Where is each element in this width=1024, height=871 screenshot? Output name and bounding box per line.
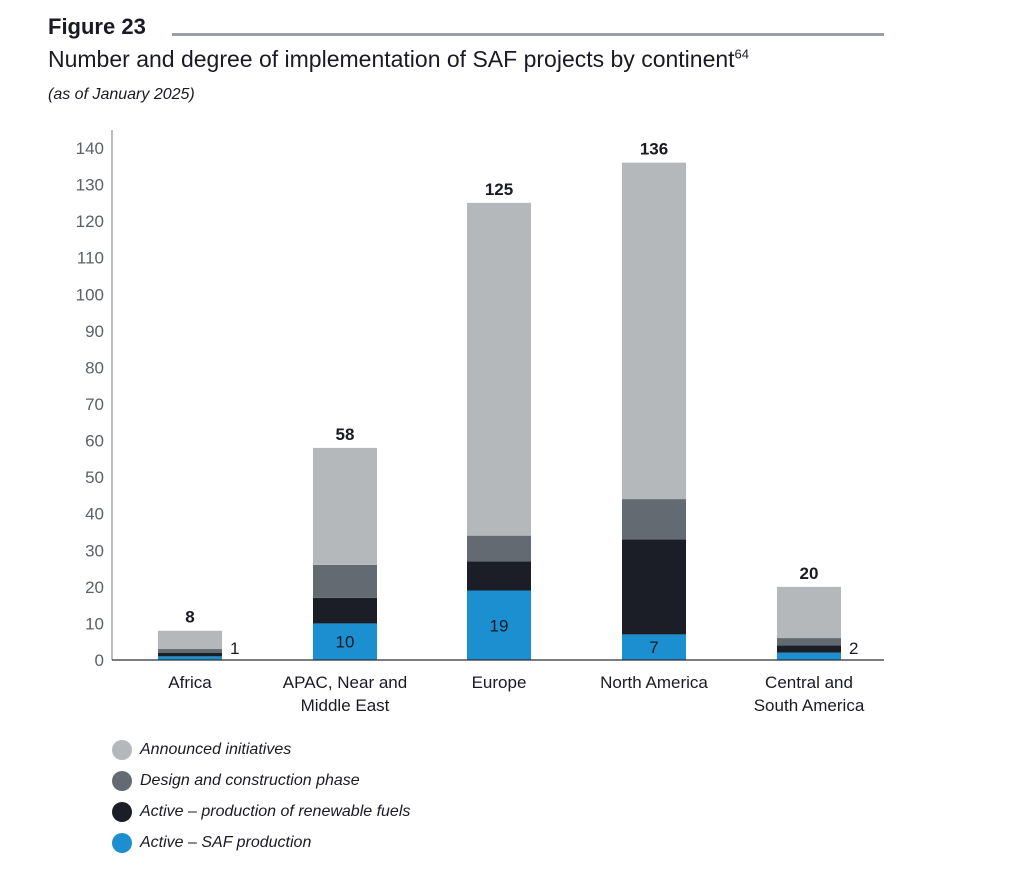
chart-subtitle: (as of January 2025)	[48, 86, 195, 103]
figure-rule	[172, 33, 884, 36]
y-tick-label: 80	[85, 358, 104, 377]
x-category-label: Central and	[765, 673, 853, 692]
x-category-label: Africa	[168, 673, 212, 692]
saf-value-label: 7	[649, 638, 658, 657]
bar-chart: 0 10 20 30 40 50 60 70 80 90 100 110 120 130 140 8 1 Afri…	[76, 130, 884, 715]
y-tick-label: 120	[76, 212, 104, 231]
bar-segment-active-renewable	[467, 561, 531, 591]
saf-value-label: 10	[336, 633, 355, 652]
legend-swatch-active-saf	[112, 832, 132, 853]
bar-segment-active-saf	[158, 656, 222, 660]
bar-total-label: 136	[640, 140, 668, 159]
y-tick-label: 40	[85, 505, 104, 524]
bar-segment-active-renewable	[777, 645, 841, 653]
legend-label-active-renewable: Active – production of renewable fuels	[140, 802, 411, 820]
bar-segment-design	[777, 638, 841, 646]
bar-segment-active-saf	[622, 634, 686, 660]
bar-total-label: 125	[485, 180, 513, 199]
x-category-label: APAC, Near and	[283, 673, 407, 692]
y-tick-label: 0	[95, 651, 104, 670]
y-tick-label: 20	[85, 578, 104, 597]
bar-segment-active-renewable	[622, 539, 686, 635]
legend-label-design: Design and construction phase	[140, 771, 360, 789]
y-tick-label: 70	[85, 395, 104, 414]
legend-label-announced: Announced initiatives	[140, 740, 292, 758]
footnote-ref: 64	[734, 46, 750, 62]
bar-segment-announced	[158, 630, 222, 650]
saf-value-label: 19	[490, 616, 509, 635]
bar-segment-announced	[313, 447, 377, 565]
x-category-label-line2: South America	[754, 696, 865, 715]
legend-label-active-saf: Active – SAF production	[140, 833, 312, 851]
bar-segment-active-saf	[777, 652, 841, 660]
bar-segment-design	[158, 649, 222, 653]
legend-item-active-renewable: Active – production of renewable fuels	[112, 796, 410, 827]
bar-segment-design	[313, 564, 377, 598]
bar-total-label: 20	[800, 564, 819, 583]
x-category-label: Europe	[472, 673, 527, 692]
legend-swatch-announced	[112, 739, 132, 760]
legend-swatch-active-renewable	[112, 801, 132, 822]
bar-segment-active-saf	[467, 590, 531, 660]
saf-value-label: 1	[230, 639, 239, 658]
bar-segment-active-renewable	[158, 652, 222, 657]
bar-segment-announced	[467, 202, 531, 536]
saf-value-label: 2	[849, 639, 858, 658]
bar-segment-active-renewable	[313, 597, 377, 624]
y-tick-label: 100	[76, 285, 104, 304]
legend-item-design: Design and construction phase	[112, 765, 410, 796]
y-tick-label: 110	[77, 249, 104, 268]
y-tick-label: 50	[85, 468, 104, 487]
y-tick-label: 130	[76, 176, 104, 195]
bar-segment-design	[622, 499, 686, 540]
y-tick-label: 60	[85, 432, 104, 451]
x-category-label-line2: Middle East	[301, 696, 390, 715]
y-tick-label: 140	[76, 139, 104, 158]
bar-total-label: 58	[336, 425, 355, 444]
bar-segment-announced	[777, 586, 841, 639]
legend-swatch-design	[112, 770, 132, 791]
bar-segment-active-saf	[313, 623, 377, 660]
y-tick-label: 10	[85, 614, 104, 633]
x-category-label: North America	[600, 673, 708, 692]
bar-segment-design	[467, 535, 531, 562]
y-tick-label: 90	[85, 322, 104, 341]
legend-item-announced: Announced initiatives	[112, 734, 410, 765]
bar-total-label: 8	[185, 608, 194, 627]
chart-title: Number and degree of implementation of S…	[48, 46, 749, 73]
chart-legend: Announced initiatives Design and constru…	[112, 734, 410, 858]
bar-segment-announced	[622, 162, 686, 500]
chart-title-text: Number and degree of implementation of S…	[48, 46, 735, 72]
legend-item-active-saf: Active – SAF production	[112, 827, 410, 858]
figure-label: Figure 23	[48, 14, 146, 39]
y-tick-label: 30	[85, 541, 104, 560]
